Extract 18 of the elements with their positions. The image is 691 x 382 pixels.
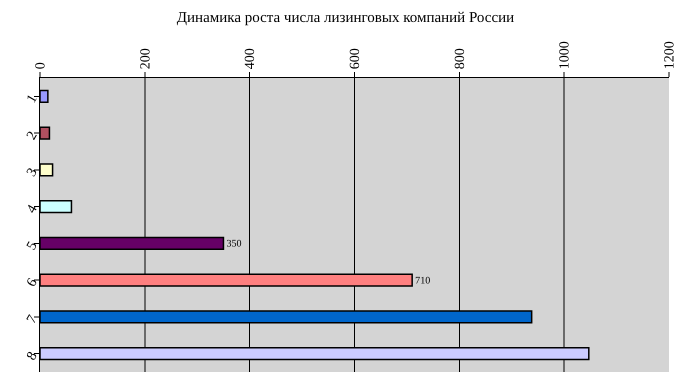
y-tick-label: 3 <box>24 166 41 180</box>
y-tick-label: 6 <box>24 276 41 290</box>
x-tick-label: 800 <box>452 48 468 70</box>
y-tick-label: 2 <box>24 129 41 143</box>
y-tick-label: 7 <box>24 312 41 326</box>
y-tick-label: 1 <box>24 92 41 106</box>
x-tick-label: 400 <box>243 48 258 70</box>
data-label: 710 <box>415 275 430 286</box>
x-tick-label: 1200 <box>662 41 678 70</box>
y-tick-label: 4 <box>24 202 41 216</box>
y-tick-label: 8 <box>24 350 41 364</box>
y-tick-label: 5 <box>24 239 41 253</box>
x-tick-label: 0 <box>34 62 49 70</box>
data-label: 350 <box>226 238 242 250</box>
x-tick-label: 1000 <box>558 41 573 70</box>
chart-title: Динамика роста числа лизинговых компаний России <box>176 10 514 26</box>
x-tick-label: 600 <box>348 48 364 70</box>
x-tick-label: 200 <box>138 48 154 70</box>
